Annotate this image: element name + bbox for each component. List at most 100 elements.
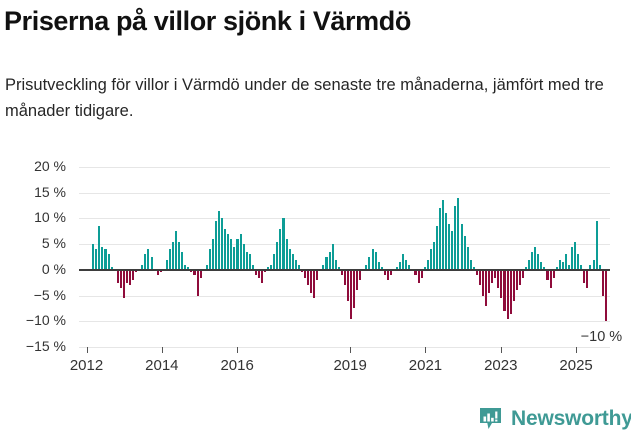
- bar: [374, 251, 377, 270]
- bar: [221, 218, 224, 270]
- page-subtitle: Prisutveckling för villor i Värmdö under…: [5, 76, 604, 120]
- bar: [218, 210, 221, 270]
- bar: [426, 259, 429, 270]
- x-axis-tick-label: 2021: [408, 357, 443, 374]
- bar: [396, 267, 399, 270]
- y-axis-tick-label: 5 %: [41, 235, 66, 252]
- bar: [589, 264, 592, 270]
- bar: [353, 269, 356, 309]
- bar: [466, 246, 469, 270]
- bar: [601, 269, 604, 296]
- bar: [297, 264, 300, 270]
- y-axis-tick-label: 0 %: [41, 260, 66, 277]
- bar: [95, 249, 98, 270]
- bar: [497, 269, 500, 288]
- bar: [586, 269, 589, 288]
- bar: [377, 262, 380, 270]
- bar: [227, 233, 230, 270]
- bar: [472, 267, 475, 270]
- bar: [356, 269, 359, 291]
- bar: [245, 251, 248, 270]
- bar: [92, 244, 95, 270]
- bar: [488, 269, 491, 293]
- bar: [325, 257, 328, 270]
- bar: [343, 269, 346, 286]
- x-axis-tick-label: 2014: [145, 357, 179, 374]
- bar: [165, 259, 168, 270]
- bar: [132, 269, 135, 281]
- bar: [580, 264, 583, 270]
- bar: [598, 264, 601, 270]
- bar: [528, 259, 531, 270]
- bar: [104, 249, 107, 270]
- bar: [208, 249, 211, 270]
- x-axis-tick: [237, 347, 239, 353]
- bar: [141, 264, 144, 270]
- x-axis-tick: [161, 347, 163, 353]
- bar: [294, 259, 297, 270]
- bar: [282, 218, 285, 270]
- bar: [310, 269, 313, 293]
- last-value-annotation: −10 %: [580, 329, 623, 346]
- zero-axis-line: [79, 268, 610, 271]
- page-title: Priserna på villor sjönk i Värmdö: [4, 6, 411, 36]
- x-axis: 2012 2014 2016 2019 2021 2023 2025: [70, 347, 610, 387]
- x-axis-tick-label: 2019: [333, 357, 367, 374]
- bar: [435, 226, 438, 270]
- bar-chart-speech-bubble-icon: [478, 406, 503, 431]
- bar: [518, 269, 521, 286]
- bar: [172, 241, 175, 270]
- bar: [515, 269, 518, 291]
- x-axis-tick-label: 2023: [484, 357, 518, 374]
- bar: [316, 269, 319, 281]
- bar: [251, 264, 254, 270]
- bar: [119, 269, 122, 288]
- bar: [571, 246, 574, 270]
- bar: [196, 269, 199, 296]
- newsworthy-logo: Newsworthy: [478, 406, 631, 431]
- bar: [168, 249, 171, 270]
- bar: [331, 244, 334, 270]
- bar: [334, 259, 337, 270]
- bar: [190, 269, 193, 273]
- bar: [233, 246, 236, 270]
- gridline: [79, 218, 610, 220]
- bar: [340, 269, 343, 275]
- bar: [386, 269, 389, 281]
- bar: [503, 269, 506, 311]
- bar: [537, 254, 540, 270]
- bar: [129, 269, 132, 286]
- x-axis-tick-label: 2025: [559, 357, 593, 374]
- bar: [365, 264, 368, 270]
- bar: [577, 254, 580, 270]
- bar: [463, 236, 466, 270]
- x-axis-tick-label: 2012: [69, 357, 104, 374]
- bar: [125, 269, 128, 283]
- bar: [439, 208, 442, 270]
- bar: [242, 244, 245, 270]
- bar: [509, 269, 512, 314]
- bar: [248, 254, 251, 270]
- bar: [107, 254, 110, 270]
- bar: [98, 226, 101, 270]
- bar: [199, 269, 202, 278]
- bar: [181, 251, 184, 270]
- bar: [414, 269, 417, 275]
- bar: [337, 267, 340, 270]
- bar: [178, 241, 181, 270]
- bar: [254, 269, 257, 275]
- bar: [383, 269, 386, 275]
- bar: [291, 254, 294, 270]
- bar: [442, 200, 445, 270]
- bar: [561, 262, 564, 270]
- bar: [236, 239, 239, 270]
- bar: [175, 231, 178, 270]
- bar: [469, 259, 472, 270]
- bar: [429, 249, 432, 270]
- bar: [110, 267, 113, 270]
- bar: [448, 223, 451, 270]
- bar: [380, 267, 383, 270]
- bar: [322, 264, 325, 270]
- bar: [371, 249, 374, 270]
- gridline: [79, 192, 610, 194]
